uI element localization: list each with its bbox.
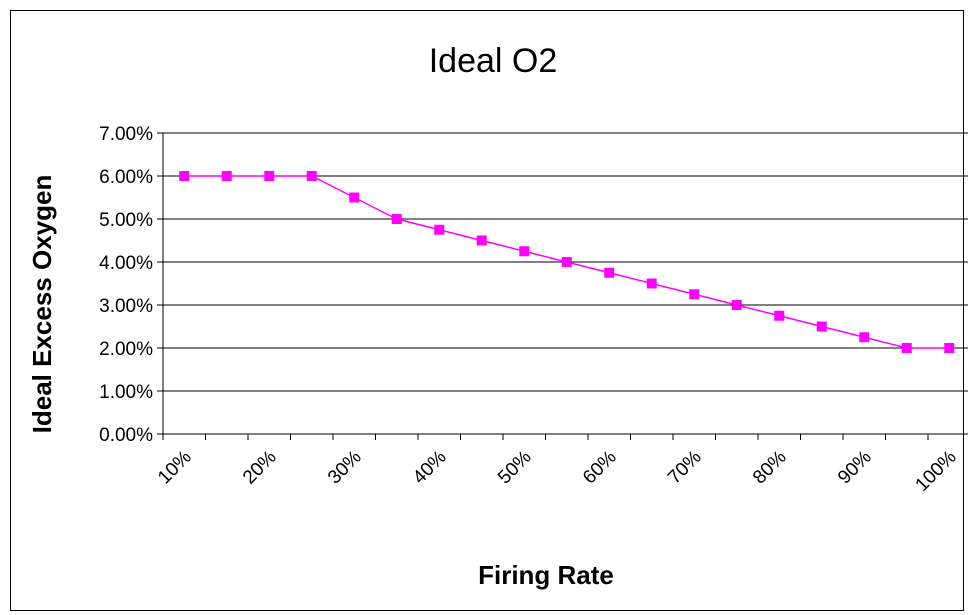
y-tick-label: 1.00% — [99, 382, 153, 403]
data-point — [349, 192, 360, 203]
y-tick-label: 7.00% — [99, 124, 153, 145]
data-point — [434, 224, 445, 235]
axes — [157, 132, 968, 440]
y-axis-title: Ideal Excess Oxygen — [27, 175, 57, 434]
x-tick-label: 20% — [239, 447, 281, 489]
x-tick-label: 80% — [749, 447, 791, 489]
gridlines — [163, 132, 968, 392]
data-point — [476, 235, 487, 246]
y-tick-label: 6.00% — [99, 167, 153, 188]
x-tick-label: 100% — [912, 447, 961, 496]
x-tick-labels: 10% 20% 30% 40% 50% 60% 70% 80% 90% 100% — [154, 447, 961, 496]
data-point — [816, 321, 827, 332]
data-point — [604, 267, 615, 278]
y-tick-label: 5.00% — [99, 210, 153, 231]
x-tick-label: 40% — [409, 447, 451, 489]
y-tick-label: 4.00% — [99, 253, 153, 274]
data-point — [646, 278, 657, 289]
data-point — [859, 332, 870, 343]
data-point — [306, 171, 317, 181]
data-point — [774, 310, 785, 321]
data-point — [561, 257, 572, 267]
y-tick-label: 0.00% — [99, 425, 153, 446]
data-point — [179, 171, 190, 181]
data-point — [391, 214, 402, 224]
x-tick-label: 60% — [579, 447, 621, 489]
x-tick-label: 70% — [664, 447, 706, 489]
y-tick-labels: 0.00% 1.00% 2.00% 3.00% 4.00% 5.00% 6.00% 7.00% — [99, 124, 153, 446]
chart-title: Ideal O2 — [429, 42, 558, 80]
x-tick-label: 90% — [834, 447, 876, 489]
data-point — [944, 343, 955, 353]
data-point — [221, 171, 232, 181]
x-tick-label: 10% — [154, 447, 196, 489]
data-point — [689, 289, 700, 300]
data-point — [264, 171, 275, 181]
series — [179, 171, 955, 353]
data-point — [731, 300, 742, 310]
x-tick-label: 30% — [324, 447, 366, 489]
chart-frame — [10, 10, 964, 611]
x-axis-title: Firing Rate — [478, 560, 614, 590]
x-tick-label: 50% — [494, 447, 536, 489]
data-point — [901, 343, 912, 353]
data-point — [519, 246, 530, 257]
y-tick-label: 3.00% — [99, 296, 153, 317]
y-tick-label: 2.00% — [99, 339, 153, 360]
